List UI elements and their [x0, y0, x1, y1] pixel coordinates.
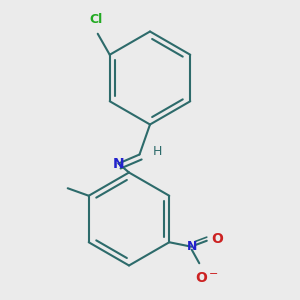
Text: N: N [187, 240, 197, 253]
Text: −: − [209, 269, 218, 279]
Text: N: N [113, 157, 124, 170]
Text: H: H [153, 145, 162, 158]
Text: O: O [195, 271, 207, 285]
Text: Cl: Cl [90, 13, 103, 26]
Text: O: O [211, 232, 223, 246]
